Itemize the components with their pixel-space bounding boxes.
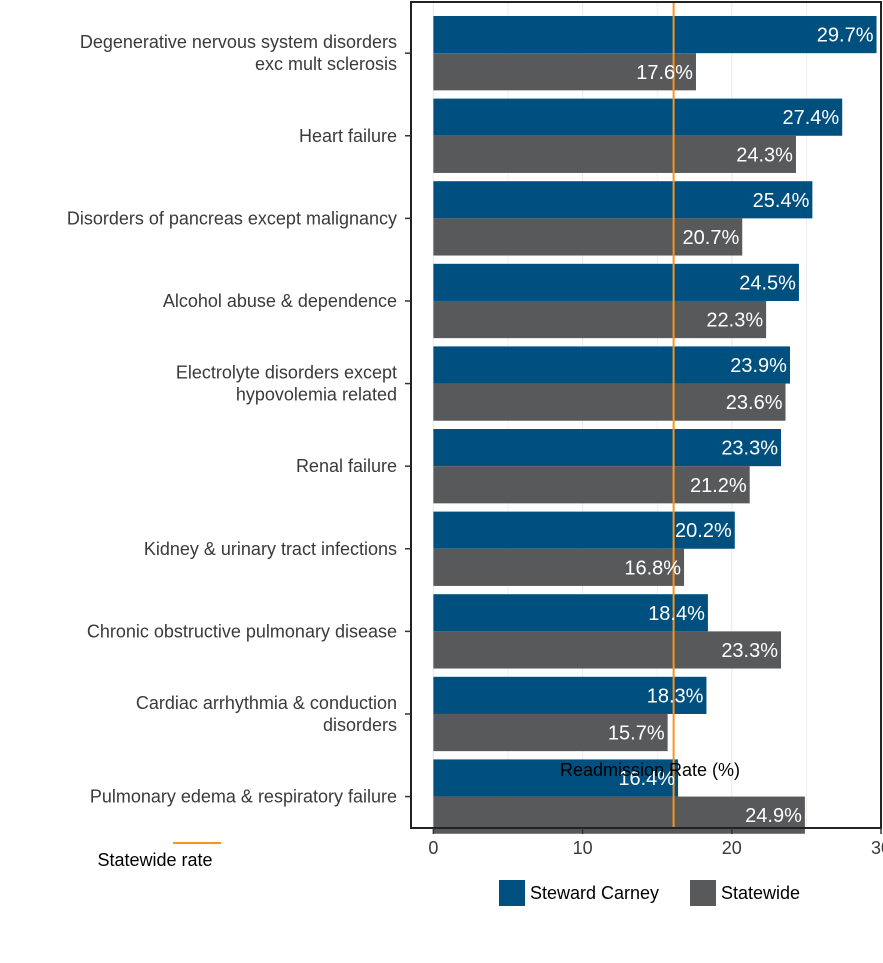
bar-statewide: [433, 466, 750, 504]
reference-line-legend: Statewide rate: [97, 842, 221, 870]
bar-steward-carney: [433, 263, 799, 301]
y-tick-label: Renal failure: [296, 456, 397, 476]
bar-label-statewide: 21.2%: [690, 475, 747, 497]
y-tick-label: Disorders of pancreas except malignancy: [67, 208, 397, 228]
bar-statewide: [433, 631, 782, 669]
bar-label-steward-carney: 24.5%: [739, 272, 796, 294]
bar-steward-carney: [433, 98, 843, 136]
bar-label-statewide: 16.8%: [624, 557, 681, 579]
bar-steward-carney: [433, 759, 679, 797]
bar-steward-carney: [433, 346, 790, 384]
bar-label-steward-carney: 23.9%: [730, 355, 787, 377]
legend-label-steward-carney: Steward Carney: [530, 883, 659, 903]
legend-label-statewide: Statewide: [721, 883, 800, 903]
x-axis: 0 10 20 30: [428, 828, 883, 858]
bar-label-steward-carney: 18.3%: [647, 685, 704, 707]
x-tick-label: 10: [573, 838, 593, 858]
x-tick-label: 0: [428, 838, 438, 858]
bar-label-steward-carney: 20.2%: [675, 520, 732, 542]
bar-label-steward-carney: 18.4%: [648, 603, 705, 625]
bar-label-statewide: 23.3%: [721, 640, 778, 662]
bar-statewide: [433, 53, 696, 91]
legend-swatch-statewide: [690, 880, 716, 906]
bar-steward-carney: [433, 676, 707, 714]
bars: [433, 16, 877, 834]
bar-label-statewide: 15.7%: [608, 723, 665, 745]
legend: Steward Carney Statewide: [499, 880, 800, 906]
bar-statewide: [433, 548, 685, 586]
bar-steward-carney: [433, 16, 877, 54]
y-axis: Degenerative nervous system disordersexc…: [67, 32, 411, 807]
bar-statewide: [433, 135, 796, 173]
bar-label-statewide: 24.3%: [736, 144, 793, 166]
bar-statewide: [433, 300, 767, 339]
reference-line-legend-label: Statewide rate: [97, 850, 212, 870]
y-tick-label: hypovolemia related: [236, 385, 397, 405]
bar-steward-carney: [433, 594, 708, 632]
y-tick-label: Cardiac arrhythmia & conduction: [136, 693, 397, 713]
x-tick-label: 20: [722, 838, 742, 858]
plot-panel-border: [410, 1, 882, 829]
bar-label-statewide: 17.6%: [636, 62, 693, 84]
y-tick-label: Kidney & urinary tract infections: [144, 539, 397, 559]
bar-statewide: [433, 713, 668, 752]
bar-label-statewide: 20.7%: [683, 227, 740, 249]
y-tick-label: Chronic obstructive pulmonary disease: [87, 621, 397, 641]
y-tick-label: exc mult sclerosis: [255, 54, 397, 74]
bar-label-steward-carney: 29.7%: [817, 25, 874, 47]
y-tick-label: Alcohol abuse & dependence: [163, 291, 397, 311]
y-tick-label: disorders: [323, 715, 397, 735]
bar-steward-carney: [433, 429, 782, 467]
y-tick-label: Degenerative nervous system disorders: [80, 32, 397, 52]
bar-steward-carney: [433, 511, 735, 549]
bar-statewide: [433, 218, 743, 256]
x-axis-title: Readmission Rate (%): [560, 760, 740, 780]
bar-value-labels: 29.7% 17.6% 27.4% 24.3% 25.4% 20.7% 24.5% 22.3%…: [608, 25, 874, 828]
bar-label-steward-carney: 23.3%: [721, 438, 778, 460]
bar-statewide: [433, 383, 786, 421]
y-tick-label: Pulmonary edema & respiratory failure: [90, 787, 397, 807]
legend-swatch-steward-carney: [499, 880, 525, 906]
y-tick-label: Heart failure: [299, 126, 397, 146]
bar-label-statewide: 24.9%: [745, 805, 802, 827]
x-tick-label: 30: [871, 838, 883, 858]
bar-label-statewide: 23.6%: [726, 392, 783, 414]
bar-label-steward-carney: 16.4%: [618, 768, 675, 790]
y-tick-label: Electrolyte disorders except: [176, 363, 397, 383]
bar-label-statewide: 22.3%: [706, 310, 763, 332]
bar-label-steward-carney: 25.4%: [753, 190, 810, 212]
bar-steward-carney: [433, 181, 813, 219]
bar-label-steward-carney: 27.4%: [782, 107, 839, 129]
